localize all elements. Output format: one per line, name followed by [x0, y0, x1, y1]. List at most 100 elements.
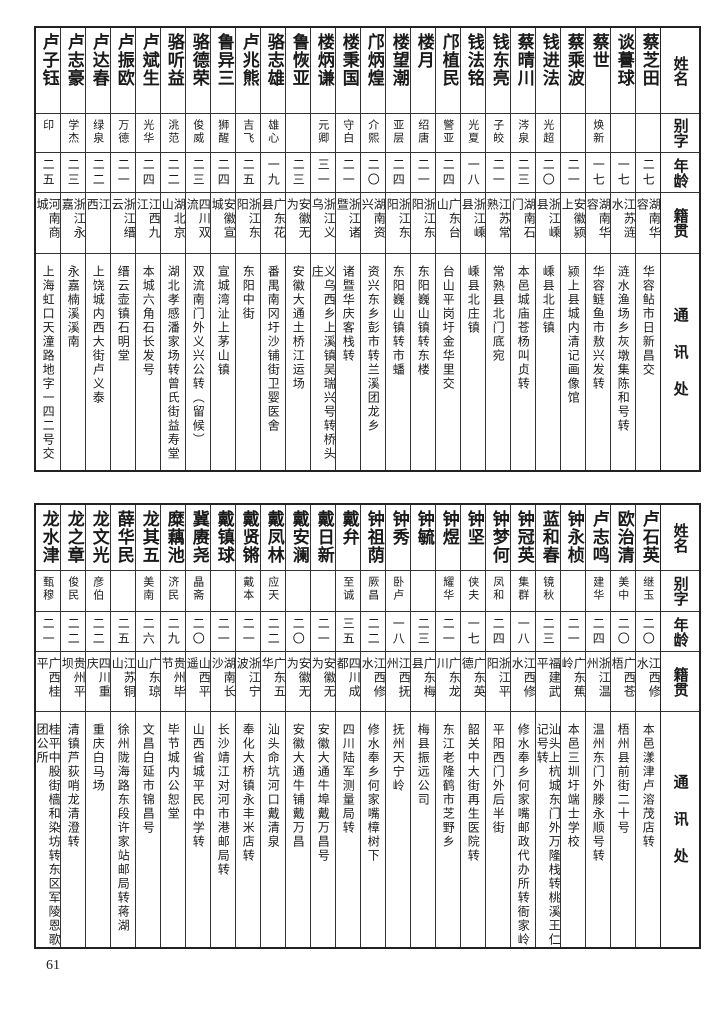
- age-text: 二〇: [541, 158, 556, 188]
- cell-address: 温州东门外滕永顺号转: [586, 712, 610, 947]
- cell-address: 义乌西乡上溪镇吴瑞兴号转桥头庄: [311, 254, 335, 470]
- name-text: 钱法铭: [463, 33, 484, 87]
- cell-origin: 湖北京山: [161, 193, 186, 254]
- cell-origin: 广东琼山: [136, 652, 161, 712]
- origin-text: 安徽无为: [286, 657, 311, 699]
- alias-text: 万德: [116, 119, 130, 145]
- cell-alias: 镜秋: [536, 571, 561, 612]
- origin-text: 江苏铜山: [111, 657, 136, 699]
- cell-age: 二〇: [536, 153, 561, 193]
- cell-name: 戴日新: [311, 505, 336, 571]
- alias-text: 吉飞: [241, 119, 255, 145]
- address-text: 梧州县前街二十号: [616, 723, 631, 835]
- age-text: 二四: [391, 158, 406, 188]
- cell-origin: 江西修水: [511, 652, 536, 712]
- name-text: 楼望潮: [388, 33, 409, 87]
- origin-text: 湖南长沙: [211, 657, 236, 699]
- table-row: 楼秉国 守白 二一 浙江诸暨 诸暨华庆客栈转: [335, 28, 361, 470]
- header-alias: 别字: [661, 571, 699, 612]
- table-row: 钟永桢 二一 广东蕉岭 本邑三圳圩端士学校: [560, 505, 586, 947]
- roster-table-top: 姓名 别字 年龄 籍贯 通讯处 蔡芝田 二七 湖南华容 华容鲇市日新昌交 谈謩球 一七 江苏涟水 涟水渔…: [34, 26, 701, 472]
- cell-age: 二四: [136, 153, 161, 193]
- name-text: 卢斌生: [138, 33, 159, 87]
- cell-alias: 绍唐: [411, 114, 436, 153]
- cell-address: 台山平岗圩金华里交: [436, 254, 460, 470]
- address-text: 本邑漾津卢溶茂店转: [641, 723, 656, 849]
- origin-text: 安徽无为: [286, 198, 311, 240]
- table-row: 卢子钰印二五 河南商城 上海虹口天潼路地字一四二号交: [36, 28, 61, 470]
- table-row: 龙之章 俊民 二二 贵州平坝 清镇芦荻哨龙清澄转: [60, 505, 86, 947]
- cell-age: 二一: [336, 153, 361, 193]
- origin-text: 江 西: [86, 198, 111, 240]
- cell-alias: 印: [36, 114, 61, 153]
- name-text: 卢兆熊: [238, 33, 259, 87]
- cell-alias: 光华: [136, 114, 161, 153]
- cell-alias: 彦伯: [86, 571, 111, 612]
- address-text: 嵊县北庄镇: [466, 265, 481, 335]
- cell-origin: 广东五华: [261, 652, 286, 712]
- cell-address: 宣城湾沚上茅山镇: [211, 254, 235, 470]
- name-text: 鲁异三: [213, 33, 234, 87]
- address-text: 嵊县北庄镇: [541, 265, 556, 335]
- table-row: 薛华民 二五 江苏铜山 徐州陇海路东段许家站邮局转蒋湖: [110, 505, 136, 947]
- cell-name: 薛华民: [111, 505, 136, 571]
- cell-name: 骆志雄: [261, 28, 286, 114]
- table-row: 钟毓 二三 广东梅县 梅县振远公司: [410, 505, 436, 947]
- cell-name: 龙水津: [36, 505, 61, 571]
- age-text: 二〇: [191, 617, 206, 647]
- cell-origin: 安徽无为: [286, 652, 311, 712]
- cell-name: 卢志豪: [61, 28, 86, 114]
- cell-alias: [311, 571, 336, 612]
- cell-name: 糜藕池: [161, 505, 186, 571]
- cell-origin: 广东梅县: [411, 652, 436, 712]
- cell-alias: 守白: [336, 114, 361, 153]
- age-text: 三一: [316, 158, 331, 188]
- cell-name: 楼炳谦: [311, 28, 336, 114]
- cell-age: 二四: [436, 153, 461, 193]
- cell-address: 湖北孝感潘家场转曾氏街益寿堂: [161, 254, 185, 470]
- cell-origin: 江苏铜山: [111, 652, 136, 712]
- cell-address: 上饶城内西大街卢义泰: [86, 254, 110, 470]
- address-text: 梅县振远公司: [416, 723, 431, 807]
- cell-alias: 吉飞: [236, 114, 261, 153]
- cell-name: 蔡芝田: [636, 28, 661, 114]
- origin-text: 江西修水: [636, 657, 661, 699]
- cell-alias: 济民: [161, 571, 186, 612]
- age-text: 二五: [116, 617, 131, 647]
- cell-age: 二〇: [361, 153, 386, 193]
- cell-alias: 美南: [136, 571, 161, 612]
- cell-origin: 广东英德: [461, 652, 486, 712]
- cell-alias: 侠夫: [461, 571, 486, 612]
- alias-text: 集群: [516, 576, 530, 602]
- cell-name: 楼秉国: [336, 28, 361, 114]
- age-text: 二一: [416, 158, 431, 188]
- name-text: 蔡晴川: [513, 33, 534, 87]
- origin-text: 河南商城: [36, 198, 61, 240]
- name-text: 龙其五: [138, 510, 159, 564]
- cell-name: 卢石英: [636, 505, 661, 571]
- age-text: 一八: [391, 617, 406, 647]
- origin-text: 浙江嵊县: [461, 198, 486, 240]
- address-text: 东阳巍山镇转市蟠: [391, 265, 406, 377]
- address-text: 东阳中街: [241, 265, 256, 321]
- cell-age: 二二: [86, 153, 111, 193]
- name-text: 冀赓尧: [188, 510, 209, 564]
- table-row: 蔡乘波 二一 安徽颍上 颍上县城内清记画像馆: [560, 28, 586, 470]
- cell-alias: [411, 571, 436, 612]
- name-text: 蔡芝田: [638, 33, 659, 87]
- alias-text: 凤和: [491, 576, 505, 602]
- name-text: 蓝和春: [538, 510, 559, 564]
- cell-address: 上海虹口天潼路地字一四二号交: [36, 254, 60, 470]
- address-text: 上海虹口天潼路地字一四二号交: [41, 265, 56, 461]
- table-row: 龙水津 甄穆 二一 广西桂平 桂平中股街樯和染坊转东区军陵恩歌团公所: [36, 505, 61, 947]
- origin-text: 浙江东阳: [411, 198, 436, 240]
- cell-alias: 至诚: [336, 571, 361, 612]
- address-text: 长沙靖江对河市港邮局转: [216, 723, 231, 877]
- table-row: 邝炳煌 介熙 二〇 湖南资兴 资兴东乡彭市转兰溪团龙乡: [360, 28, 386, 470]
- age-text: 二一: [116, 158, 131, 188]
- cell-origin: 广东蕉岭: [561, 652, 586, 712]
- cell-address: 东江老隆鹤市芝野乡: [436, 712, 460, 947]
- address-text: 韶关中大街再生医院转: [466, 723, 481, 863]
- cell-alias: 雄心: [261, 114, 286, 153]
- name-text: 戴贤锵: [238, 510, 259, 564]
